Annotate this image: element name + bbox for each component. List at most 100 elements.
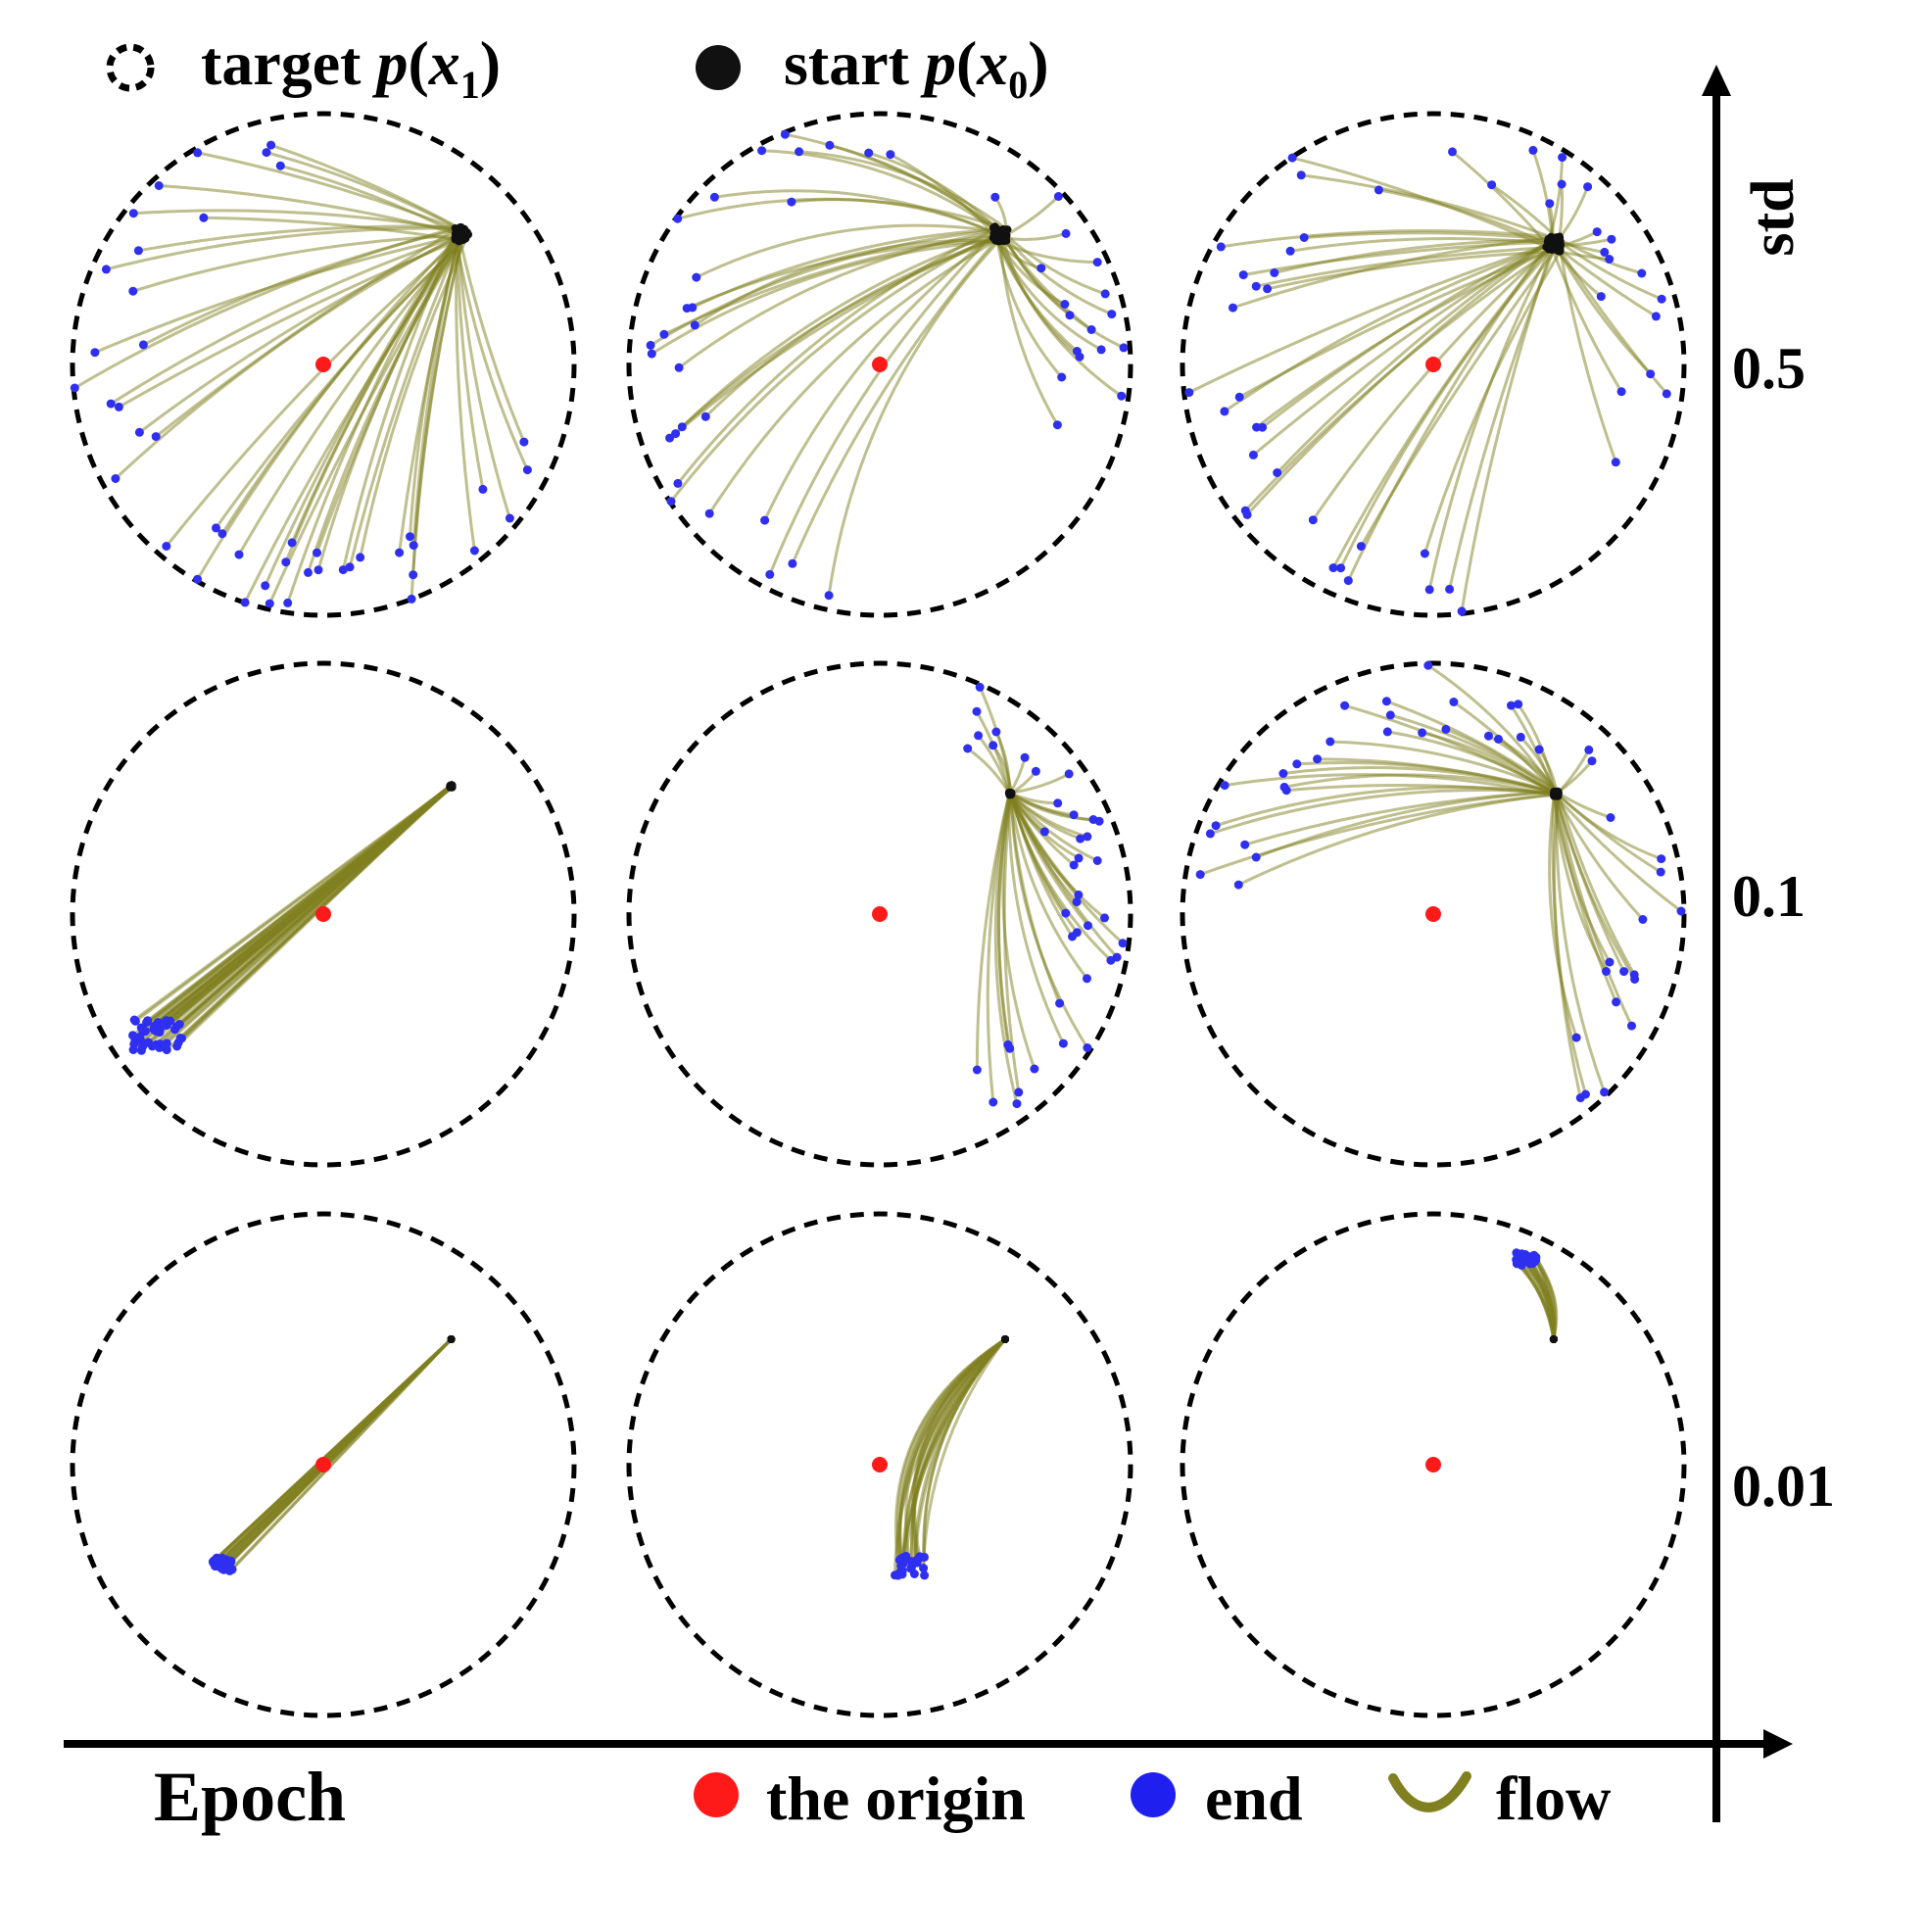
flow-path bbox=[768, 232, 995, 575]
end-point bbox=[1075, 352, 1084, 362]
end-point bbox=[1328, 563, 1338, 573]
end-point bbox=[1420, 549, 1429, 558]
origin-point bbox=[315, 357, 331, 372]
end-point bbox=[1676, 906, 1686, 916]
end-point bbox=[972, 706, 982, 716]
end-point bbox=[149, 1025, 159, 1035]
end-point bbox=[1234, 392, 1244, 402]
flow-path bbox=[902, 1337, 1006, 1561]
end-point bbox=[1092, 856, 1102, 865]
flow-path bbox=[110, 235, 458, 406]
flow-path bbox=[1232, 235, 1558, 310]
flow-lines bbox=[131, 784, 454, 1052]
flow-path bbox=[694, 238, 1000, 327]
end-points bbox=[891, 1551, 930, 1580]
end-point bbox=[283, 598, 293, 607]
target-dashed-circle bbox=[70, 1211, 577, 1718]
end-point bbox=[1381, 697, 1391, 706]
end-point bbox=[1005, 1043, 1015, 1053]
end-point bbox=[177, 1034, 186, 1043]
flow-path bbox=[1267, 250, 1560, 291]
flow-path bbox=[1001, 230, 1106, 296]
end-point bbox=[1229, 303, 1237, 313]
flow-path bbox=[457, 229, 526, 443]
epoch-axis-label: Epoch bbox=[154, 1758, 346, 1836]
end-point bbox=[162, 1016, 171, 1026]
end-point bbox=[1279, 782, 1289, 792]
end-point bbox=[988, 741, 998, 750]
flow-path bbox=[1007, 792, 1065, 1044]
end-point bbox=[692, 272, 701, 282]
flow-path bbox=[1422, 250, 1562, 555]
start-legend-label: start p(x0) bbox=[784, 28, 1049, 107]
flow-path bbox=[1188, 240, 1559, 394]
end-point bbox=[1657, 294, 1666, 304]
flow-path bbox=[1448, 248, 1556, 590]
end-point bbox=[988, 1097, 998, 1107]
flow-path bbox=[114, 236, 457, 480]
flow-path bbox=[1552, 793, 1612, 963]
flow-path bbox=[203, 216, 456, 241]
end-point bbox=[154, 181, 164, 190]
end-point bbox=[1107, 310, 1117, 319]
end-point bbox=[1441, 724, 1451, 734]
origin-legend-label: the origin bbox=[766, 1763, 1026, 1833]
end-point bbox=[760, 515, 770, 525]
start-points bbox=[1001, 1335, 1009, 1343]
end-point bbox=[101, 265, 111, 274]
flow-path bbox=[1000, 231, 1113, 315]
end-point bbox=[1448, 147, 1457, 157]
target-dashed-circle bbox=[70, 660, 577, 1168]
end-point bbox=[825, 140, 835, 150]
flow-path bbox=[1552, 243, 1658, 318]
end-point bbox=[1326, 737, 1335, 747]
end-point bbox=[1638, 915, 1648, 924]
end-point bbox=[1592, 227, 1602, 237]
start-points bbox=[988, 222, 1012, 246]
legend-top: target p(x1) start p(x0) bbox=[106, 28, 1049, 107]
flow-path bbox=[73, 226, 456, 390]
flow-path bbox=[692, 227, 1003, 310]
end-point bbox=[991, 727, 1001, 737]
end-point bbox=[1545, 199, 1555, 209]
end-point bbox=[1076, 834, 1085, 844]
end-point bbox=[1423, 660, 1433, 670]
end-point bbox=[1514, 1251, 1523, 1261]
panel-std-0-5-col-3 bbox=[1180, 111, 1687, 618]
end-point bbox=[1117, 391, 1127, 401]
end-point bbox=[1494, 734, 1503, 744]
flow-path bbox=[454, 232, 529, 471]
flow-path bbox=[1554, 749, 1591, 797]
end-point bbox=[1273, 468, 1282, 477]
end-point bbox=[1605, 957, 1615, 967]
end-point bbox=[1424, 585, 1434, 595]
panel-std-0-01-col-2 bbox=[626, 1211, 1133, 1718]
end-point bbox=[522, 465, 532, 475]
start-point bbox=[447, 1335, 456, 1343]
flow-path bbox=[897, 1337, 1006, 1561]
end-point bbox=[674, 362, 684, 372]
panel-std-0-01-col-1 bbox=[70, 1211, 577, 1718]
std-axis-arrowhead bbox=[1702, 65, 1731, 96]
end-point bbox=[1039, 827, 1049, 837]
end-point bbox=[673, 214, 683, 223]
end-point bbox=[666, 497, 676, 507]
end-point bbox=[1299, 233, 1309, 242]
flow-path bbox=[1312, 245, 1553, 521]
flow-path bbox=[1558, 186, 1590, 239]
target-dashed-circle bbox=[626, 1211, 1133, 1718]
origin-point bbox=[872, 1457, 888, 1473]
end-point bbox=[1094, 816, 1104, 826]
end-point bbox=[1052, 420, 1062, 430]
end-point bbox=[313, 565, 323, 575]
end-point bbox=[677, 422, 687, 432]
end-point bbox=[281, 557, 291, 567]
start-point bbox=[448, 781, 457, 790]
end-point bbox=[1220, 781, 1229, 791]
end-point bbox=[688, 303, 698, 313]
end-point bbox=[1340, 700, 1350, 710]
end-point bbox=[1036, 264, 1046, 273]
flow-path bbox=[1422, 731, 1556, 797]
flow-path bbox=[196, 236, 458, 581]
end-point bbox=[1662, 389, 1671, 399]
